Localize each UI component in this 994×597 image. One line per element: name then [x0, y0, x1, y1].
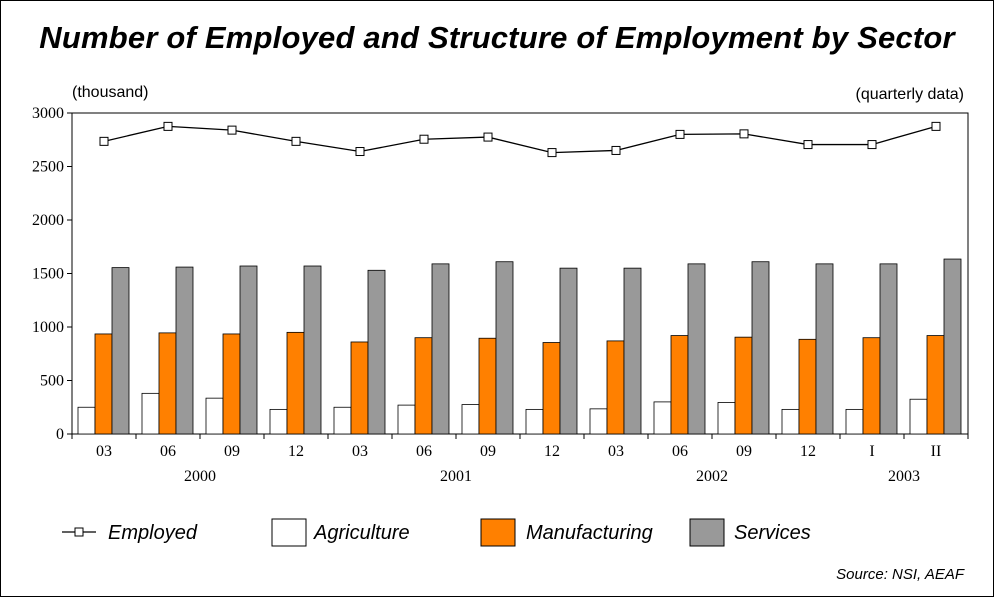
employed-marker	[227, 125, 237, 135]
bar-services	[303, 265, 322, 435]
y-tick-label: 2000	[32, 212, 64, 229]
bar-agriculture	[205, 397, 224, 435]
bar-agriculture	[77, 406, 96, 435]
bar-manufacturing	[478, 337, 497, 435]
bar-agriculture	[525, 408, 544, 435]
bar-services	[111, 267, 130, 435]
bar-manufacturing	[414, 337, 433, 435]
bar-services	[943, 258, 962, 435]
employed-marker	[163, 121, 173, 131]
bar-agriculture	[589, 408, 608, 435]
bar-agriculture	[717, 402, 736, 435]
x-tick-label: 12	[800, 443, 816, 460]
bar-services	[879, 263, 898, 435]
x-tick-label: 09	[480, 443, 496, 460]
bar-services	[815, 263, 834, 435]
x-tick-label: 12	[544, 443, 560, 460]
bar-agriculture	[781, 408, 800, 435]
employed-marker	[867, 140, 877, 150]
employed-line	[103, 125, 937, 154]
y-tick-label: 3000	[32, 105, 64, 122]
bar-agriculture	[653, 401, 672, 435]
bar-services	[559, 267, 578, 435]
bar-agriculture	[269, 408, 288, 435]
legend-swatch-agriculture	[271, 518, 307, 547]
bar-agriculture	[909, 398, 928, 435]
employed-marker	[675, 129, 685, 139]
employed-marker	[803, 140, 813, 150]
legend-employed-label: Employed	[108, 522, 198, 544]
bar-agriculture	[845, 408, 864, 435]
bar-manufacturing	[926, 335, 945, 435]
year-label: 2000	[184, 468, 216, 485]
bar-services	[175, 266, 194, 435]
legend-label-services: Services	[734, 522, 811, 544]
y-tick-label: 1000	[32, 319, 64, 336]
bar-agriculture	[461, 404, 480, 435]
bar-services	[239, 265, 258, 435]
bar-manufacturing	[542, 342, 561, 435]
employed-marker	[611, 145, 621, 155]
bar-manufacturing	[286, 331, 305, 435]
y-tick-label: 1500	[32, 266, 64, 283]
x-tick-label: 06	[160, 443, 176, 460]
year-label: 2002	[696, 468, 728, 485]
employed-marker	[419, 134, 429, 144]
bar-manufacturing	[158, 332, 177, 435]
bar-manufacturing	[670, 335, 689, 435]
legend-label-agriculture: Agriculture	[313, 522, 410, 544]
legend-employed-marker	[74, 527, 84, 537]
bar-agriculture	[397, 404, 416, 435]
bar-services	[687, 263, 706, 435]
bar-manufacturing	[798, 338, 817, 435]
x-tick-label: 03	[96, 443, 112, 460]
y-tick-label: 500	[40, 373, 64, 390]
bar-agriculture	[141, 392, 160, 435]
legend-label-manufacturing: Manufacturing	[526, 522, 653, 544]
bar-services	[367, 269, 386, 435]
legend-swatch-manufacturing	[480, 518, 516, 547]
y-tick-label: 2500	[32, 159, 64, 176]
year-label: 2001	[440, 468, 472, 485]
x-tick-label: I	[869, 443, 874, 460]
employed-marker	[291, 136, 301, 146]
x-tick-label: 03	[352, 443, 368, 460]
x-tick-label: 12	[288, 443, 304, 460]
bar-agriculture	[333, 406, 352, 435]
employed-marker	[931, 121, 941, 131]
employed-marker	[547, 148, 557, 158]
bar-services	[623, 267, 642, 435]
bar-manufacturing	[734, 336, 753, 435]
year-label: 2003	[888, 468, 920, 485]
bar-services	[431, 263, 450, 435]
employed-marker	[483, 132, 493, 142]
chart-title: Number of Employed and Structure of Empl…	[39, 20, 955, 55]
x-tick-label: 09	[224, 443, 240, 460]
employed-marker	[739, 129, 749, 139]
bar-manufacturing	[222, 333, 241, 435]
bar-manufacturing	[606, 340, 625, 435]
bar-services	[751, 261, 770, 435]
employed-marker	[99, 136, 109, 146]
bar-manufacturing	[94, 333, 113, 435]
legend-swatch-services	[689, 518, 725, 547]
bar-manufacturing	[862, 337, 881, 435]
source-note: Source: NSI, AEAF	[836, 566, 964, 583]
employed-marker	[355, 147, 365, 157]
x-tick-label: 06	[416, 443, 432, 460]
data-frequency-label: (quarterly data)	[855, 86, 965, 103]
bar-manufacturing	[350, 341, 369, 435]
x-tick-label: 06	[672, 443, 688, 460]
y-axis-unit-label: (thousand)	[72, 84, 149, 101]
x-tick-label: 03	[608, 443, 624, 460]
plot-area	[71, 112, 969, 435]
bar-services	[495, 261, 514, 435]
y-tick-label: 0	[56, 426, 64, 443]
x-tick-label: 09	[736, 443, 752, 460]
x-tick-label: II	[931, 443, 942, 460]
